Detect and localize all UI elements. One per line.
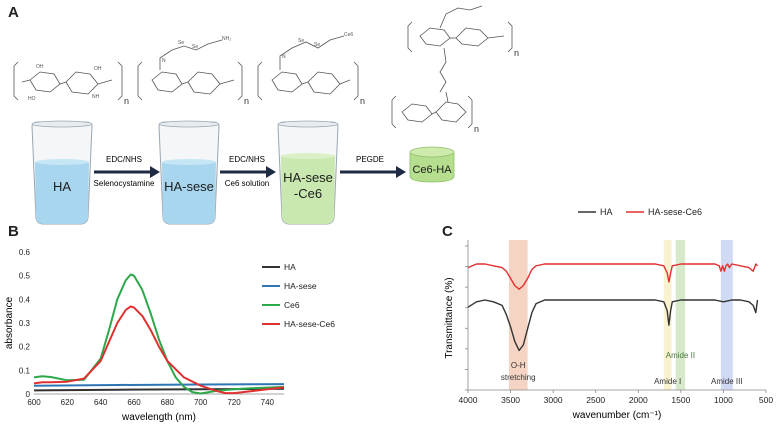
beaker-ha-sese-ce6-label-2: -Ce6 bbox=[294, 186, 322, 201]
svg-text:NH₂: NH₂ bbox=[222, 36, 231, 42]
absorbance-series-0 bbox=[33, 387, 285, 392]
absorbance-legend-label-1: HA-sese bbox=[284, 281, 317, 291]
svg-text:N: N bbox=[282, 54, 286, 60]
svg-text:n: n bbox=[474, 124, 479, 134]
arrow-3-top: PEGDE bbox=[356, 155, 384, 164]
ftir-band-3 bbox=[720, 240, 733, 390]
arrow-2: EDC/NHS Ce6 solution bbox=[220, 155, 276, 188]
absorbance-y-tick-4: 0.4 bbox=[19, 295, 31, 304]
arrow-3: PEGDE bbox=[340, 155, 406, 178]
ftir-x-tick-3: 2500 bbox=[586, 395, 605, 405]
svg-text:Se: Se bbox=[314, 42, 320, 48]
ftir-series-1 bbox=[467, 263, 759, 290]
synthesis-scheme: OH HO OH NH n N Se Se NH₂ n N Se Se Ce6 … bbox=[13, 5, 519, 225]
repeat-n: n bbox=[124, 96, 129, 106]
absorbance-x-tick-2: 640 bbox=[94, 398, 108, 407]
beaker-ha-sese-ce6-label-1: HA-sese bbox=[283, 170, 333, 185]
panel-a-letter: A bbox=[8, 4, 19, 21]
ftir-band-1 bbox=[663, 240, 672, 390]
svg-text:HO: HO bbox=[28, 96, 36, 102]
product-ce6-ha: Ce6-HA bbox=[409, 146, 455, 183]
absorbance-y-tick-5: 0.5 bbox=[19, 272, 31, 281]
structure-ce6-ha-crosslinked: n n bbox=[391, 5, 519, 134]
absorbance-x-label: wavelength (nm) bbox=[121, 412, 196, 423]
ftir-x-tick-1: 3500 bbox=[501, 395, 520, 405]
ftir-x-tick-7: 500 bbox=[759, 395, 773, 405]
ftir-band-label-3-0: Amide III bbox=[711, 377, 743, 386]
arrow-1-bottom: Selenocystamine bbox=[94, 179, 155, 188]
svg-text:OH: OH bbox=[94, 66, 102, 72]
absorbance-legend-label-2: Ce6 bbox=[284, 300, 300, 310]
absorbance-y-tick-3: 0.3 bbox=[19, 319, 31, 328]
svg-text:N: N bbox=[162, 58, 166, 64]
absorbance-y-label: absorbance bbox=[4, 296, 15, 349]
absorbance-legend-label-3: HA-sese-Ce6 bbox=[284, 319, 335, 329]
absorbance-y-tick-2: 0.2 bbox=[19, 343, 31, 352]
structure-ha: OH HO OH NH n bbox=[13, 61, 129, 106]
absorbance-y-tick-1: 0.1 bbox=[19, 366, 31, 375]
absorbance-x-tick-7: 740 bbox=[261, 398, 275, 407]
svg-text:n: n bbox=[244, 96, 249, 106]
absorbance-x-tick-0: 600 bbox=[27, 398, 41, 407]
beaker-ha: HA bbox=[31, 120, 93, 225]
absorbance-x-tick-3: 660 bbox=[127, 398, 141, 407]
beaker-ha-sese: HA-sese bbox=[158, 120, 220, 225]
ftir-band-label-0-0: O-H bbox=[511, 361, 526, 370]
svg-text:n: n bbox=[514, 48, 519, 58]
absorbance-x-tick-1: 620 bbox=[61, 398, 75, 407]
product-label: Ce6-HA bbox=[412, 164, 452, 176]
svg-text:Se: Se bbox=[192, 44, 198, 50]
absorbance-series-1 bbox=[33, 383, 285, 387]
ftir-x-tick-6: 1000 bbox=[714, 395, 733, 405]
ftir-band-label-2-0: Amide II bbox=[666, 351, 695, 360]
ftir-x-tick-5: 1500 bbox=[671, 395, 690, 405]
svg-text:OH: OH bbox=[36, 64, 44, 70]
svg-text:NH: NH bbox=[92, 94, 100, 100]
ftir-y-label: Transmittance (%) bbox=[444, 277, 455, 358]
absorbance-legend-label-0: HA bbox=[284, 262, 296, 272]
absorbance-x-tick-6: 720 bbox=[227, 398, 241, 407]
arrow-1: EDC/NHS Selenocystamine bbox=[94, 155, 160, 188]
ftir-x-tick-4: 2000 bbox=[629, 395, 648, 405]
ftir-x-label: wavenumber (cm⁻¹) bbox=[572, 410, 662, 421]
ftir-band-2 bbox=[675, 240, 686, 390]
svg-text:Se: Se bbox=[178, 40, 184, 46]
ftir-x-tick-2: 3000 bbox=[544, 395, 563, 405]
beaker-ha-label: HA bbox=[53, 179, 71, 194]
arrow-2-bottom: Ce6 solution bbox=[225, 179, 269, 188]
svg-text:Se: Se bbox=[298, 38, 304, 44]
svg-text:Ce6: Ce6 bbox=[344, 32, 353, 38]
absorbance-x-tick-5: 700 bbox=[194, 398, 208, 407]
svg-text:n: n bbox=[360, 96, 365, 106]
arrow-2-top: EDC/NHS bbox=[229, 155, 265, 164]
ftir-x-tick-0: 4000 bbox=[459, 395, 478, 405]
beaker-ha-sese-label: HA-sese bbox=[164, 179, 214, 194]
absorbance-series-2 bbox=[33, 273, 285, 395]
structure-ha-sese-ce6: N Se Se Ce6 n bbox=[257, 32, 365, 106]
ftir-band-0 bbox=[508, 240, 528, 390]
beaker-ha-sese-ce6: HA-sese -Ce6 bbox=[277, 120, 339, 225]
ftir-series-0 bbox=[467, 299, 759, 352]
absorbance-series-3 bbox=[33, 305, 285, 395]
panel-c-letter: C bbox=[442, 223, 453, 240]
absorbance-y-tick-0: 0 bbox=[26, 390, 31, 399]
panel-b-letter: B bbox=[8, 223, 19, 240]
absorbance-y-tick-6: 0.6 bbox=[19, 248, 31, 257]
ftir-band-label-1-0: Amide I bbox=[654, 377, 681, 386]
arrow-1-top: EDC/NHS bbox=[106, 155, 142, 164]
structure-ha-sese: N Se Se NH₂ n bbox=[137, 36, 249, 106]
absorbance-x-tick-4: 680 bbox=[161, 398, 175, 407]
ftir-band-label-0-1: stretching bbox=[501, 373, 536, 382]
